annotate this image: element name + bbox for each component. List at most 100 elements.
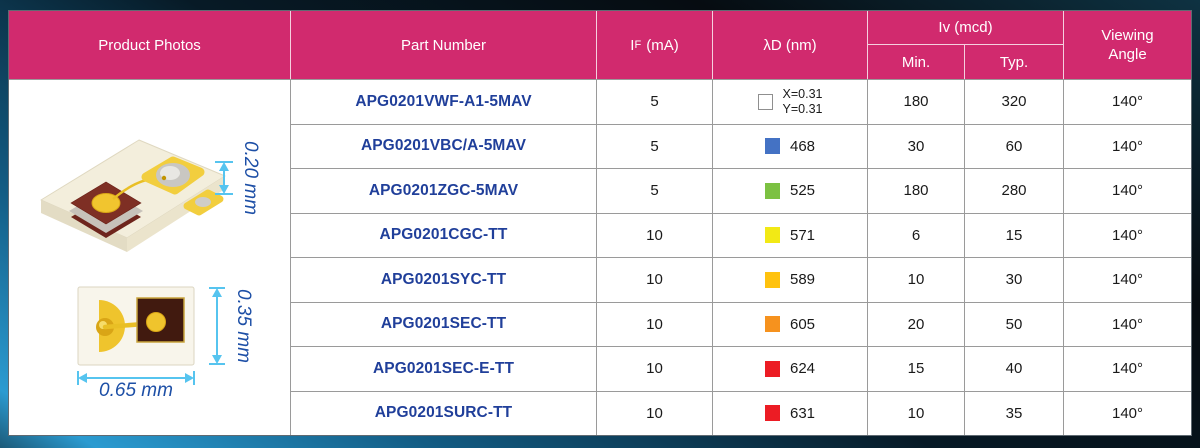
arrowhead-down [219,185,229,194]
viewing-angle-value: 140° [1111,137,1144,155]
if-cell: 10 [597,212,713,257]
header-label: Typ. [999,53,1029,71]
lambda-cell: 589 [713,257,868,302]
viewing-angle-cell: 140° [1064,346,1191,391]
lambda-value: 605 [789,315,816,333]
iv-min-value: 30 [907,137,925,155]
iv-min-cell: 10 [868,257,965,302]
iv-min-value: 180 [903,182,929,200]
viewing-angle-cell: 140° [1064,79,1191,124]
header-label: Product Photos [98,36,201,54]
iv-typ-cell: 280 [965,168,1064,213]
spec-table: Product Photos Part Number I F (mA) λD (nm… [8,10,1192,436]
dimension-label-0-35mm: 0.35 mm [233,289,254,363]
if-cell: 5 [597,79,713,124]
header-part-number: Part Number [291,11,597,79]
iv-typ-cell: 50 [965,301,1064,346]
iv-typ-value: 60 [1005,137,1023,155]
iv-min-cell: 180 [868,168,965,213]
header-label: Iv (mcd) [938,19,993,36]
iv-typ-cell: 40 [965,346,1064,391]
viewing-angle-cell: 140° [1064,301,1191,346]
header-forward-current: I F (mA) [597,11,713,79]
if-value: 10 [646,226,663,244]
viewing-angle-value: 140° [1111,93,1144,111]
lambda-cell: 571 [713,212,868,257]
iv-typ-cell: 320 [965,79,1064,124]
iv-typ-cell: 15 [965,212,1064,257]
dimension-label-0-20mm: 0.20 mm [240,141,261,215]
if-cell: 10 [597,257,713,302]
part-number: APG0201CGC-TT [379,226,508,244]
part-number-cell: APG0201VBC/A-5MAV [291,123,597,168]
color-swatch-orange [764,316,780,333]
arrowhead-right [185,373,194,383]
lambda-value: 525 [789,182,816,200]
iv-min-value: 10 [907,271,925,289]
iv-typ-value: 30 [1005,271,1023,289]
dimension-label-0-65mm: 0.65 mm [99,380,173,401]
iv-min-cell: 180 [868,79,965,124]
arrowhead-down [212,355,222,364]
viewing-angle-cell: 140° [1064,168,1191,213]
if-cell: 10 [597,346,713,391]
part-number: APG0201VBC/A-5MAV [360,137,527,155]
viewing-angle-value: 140° [1111,226,1144,244]
iv-typ-value: 50 [1005,315,1023,333]
lambda-value: 631 [789,404,816,422]
header-label: Viewing Angle [1101,26,1154,64]
iv-min-cell: 30 [868,123,965,168]
if-value: 10 [646,404,663,422]
part-number-cell: APG0201ZGC-5MAV [291,168,597,213]
led-body-side-face [41,200,127,252]
part-number: APG0201SYC-TT [380,270,507,288]
lambda-value: 589 [789,271,816,289]
color-swatch-green [764,182,780,199]
header-luminous-intensity: Iv (mcd) [868,11,1064,45]
viewing-angle-cell: 140° [1064,123,1191,168]
color-swatch-red [764,360,780,377]
arrowhead-up [212,288,222,297]
lambda-cell: 605 [713,301,868,346]
color-swatch-white [757,93,773,110]
product-photos-cell: 0.20 mm 0.35 mm 0. [9,79,291,435]
chip-gold-bond-pad [146,312,166,332]
lambda-value: 468 [789,137,816,155]
if-value: 10 [646,271,663,289]
part-number: APG0201SURC-TT [374,404,513,422]
if-value: 5 [650,93,659,111]
iv-typ-value: 40 [1005,360,1023,378]
led-photo-top-view: 0.35 mm 0.65 mm [77,286,254,401]
part-number-cell: APG0201SEC-TT [291,301,597,346]
viewing-angle-value: 140° [1111,271,1144,289]
iv-typ-cell: 30 [965,257,1064,302]
part-number-cell: APG0201VWF-A1-5MAV [291,79,597,124]
iv-typ-cell: 35 [965,390,1064,435]
viewing-angle-value: 140° [1111,404,1144,422]
lambda-cell: 525 [713,168,868,213]
iv-typ-cell: 60 [965,123,1064,168]
header-viewing-angle: Viewing Angle [1064,11,1191,79]
viewing-angle-cell: 140° [1064,212,1191,257]
if-value: 5 [650,182,659,200]
lambda-cell: 624 [713,346,868,391]
part-number-cell: APG0201SEC-E-TT [291,346,597,391]
header-dominant-wavelength: λD (nm) [713,11,868,79]
if-value: 5 [650,137,659,155]
iv-min-cell: 15 [868,346,965,391]
if-value: 10 [646,315,663,333]
if-value: 10 [646,360,663,378]
part-number: APG0201VWF-A1-5MAV [355,92,532,110]
led-photo-3d-view: 0.20 mm [40,139,261,252]
header-iv-min: Min. [868,45,965,79]
arrowhead-left [78,373,87,383]
if-cell: 10 [597,301,713,346]
header-label: Part Number [400,36,487,54]
lambda-cell: 631 [713,390,868,435]
iv-min-value: 6 [911,226,921,244]
iv-min-cell: 6 [868,212,965,257]
viewing-angle-cell: 140° [1064,390,1191,435]
lambda-cell: X=0.31 Y=0.31 [713,79,868,124]
iv-typ-value: 35 [1005,404,1023,422]
viewing-angle-value: 140° [1111,315,1144,333]
